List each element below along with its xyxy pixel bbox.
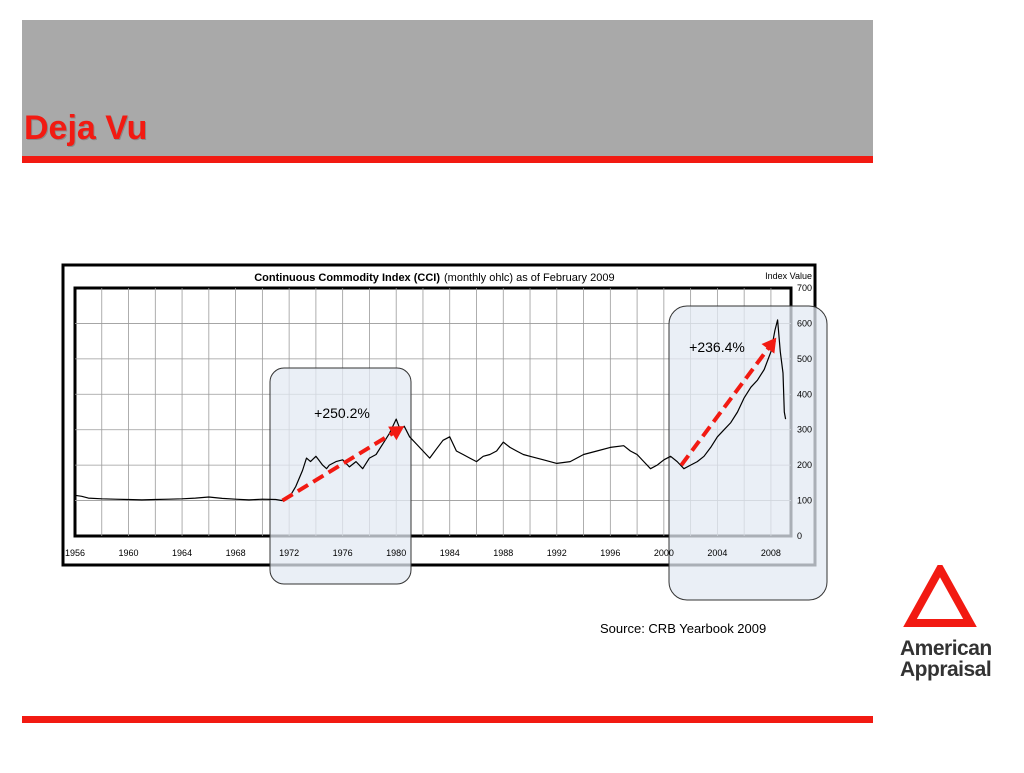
y-tick-label: 600 [797, 318, 812, 328]
highlight-box-2000s [668, 305, 828, 601]
x-tick-label: 1984 [440, 548, 460, 558]
y-axis-label: Index Value [765, 271, 812, 281]
x-tick-label: 1980 [386, 548, 406, 558]
x-tick-label: 1992 [547, 548, 567, 558]
tick-labels: 0 100 200 300 400 500 600 700 1956 1960 1964 1968 19… [65, 283, 812, 558]
highlight-boxes [269, 305, 828, 601]
arrow-head [761, 337, 777, 354]
y-tick-label: 300 [797, 425, 812, 435]
x-tick-label: 1956 [65, 548, 85, 558]
x-tick-label: 1988 [493, 548, 513, 558]
arrow-layer: +250.2% +236.4% [281, 336, 778, 503]
x-tick-label: 2008 [761, 548, 781, 558]
y-tick-label: 700 [797, 283, 812, 293]
chart-title: Continuous Commodity Index (CCI) [254, 272, 440, 284]
cci-series-line [74, 319, 787, 502]
logo-text-line1: American [900, 637, 992, 660]
x-tick-label: 2000 [654, 548, 674, 558]
y-tick-label: 200 [797, 460, 812, 470]
highlight-box-1970s [269, 367, 412, 585]
x-tick-label: 1976 [333, 548, 353, 558]
header-rule [22, 156, 873, 163]
x-tick-label: 1972 [279, 548, 299, 558]
bottom-rule [22, 716, 873, 723]
y-tick-label: 100 [797, 496, 812, 506]
x-tick-label: 1968 [226, 548, 246, 558]
company-logo [903, 565, 977, 627]
y-tick-label: 400 [797, 389, 812, 399]
series-layer [74, 319, 787, 502]
x-tick-label: 2004 [707, 548, 727, 558]
growth-label: +236.4% [689, 339, 745, 355]
growth-arrow [281, 424, 406, 503]
slide-title: Deja Vu [24, 109, 148, 147]
growth-arrow [679, 336, 778, 467]
x-tick-label: 1996 [600, 548, 620, 558]
y-tick-label: 500 [797, 354, 812, 364]
source-note: Source: CRB Yearbook 2009 [600, 621, 767, 636]
x-tick-label: 1960 [119, 548, 139, 558]
growth-label: +250.2% [314, 405, 370, 421]
arrow-head [388, 426, 405, 441]
logo-text-line2: Appraisal [900, 658, 992, 681]
chart-subtitle: (monthly ohlc) as of February 2009 [444, 272, 615, 284]
header-band [22, 20, 873, 156]
x-tick-label: 1964 [172, 548, 192, 558]
y-tick-label: 0 [797, 531, 802, 541]
triangle-logo-icon [903, 565, 977, 627]
